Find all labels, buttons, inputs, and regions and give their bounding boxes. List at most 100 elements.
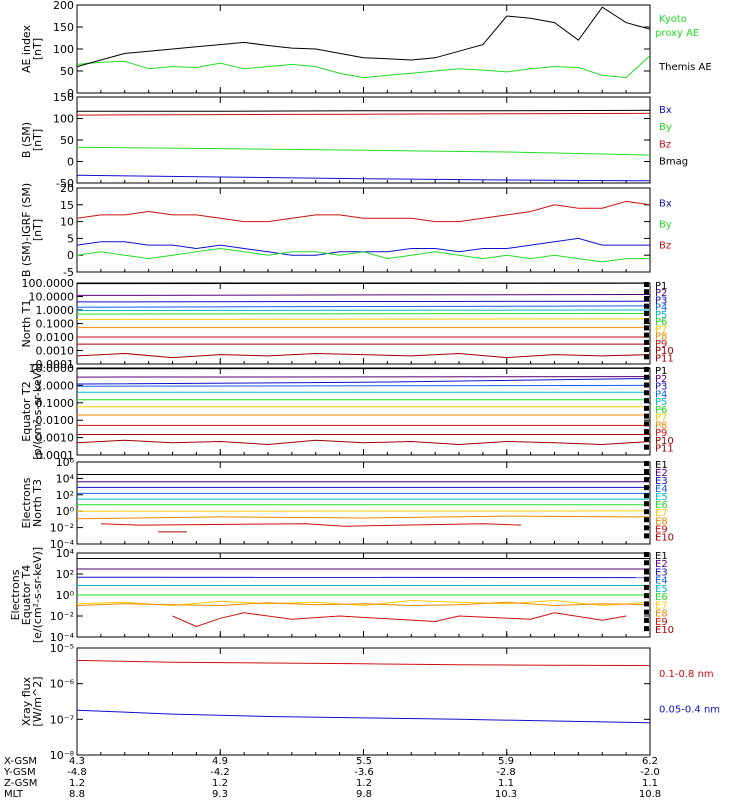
series-line-p3 xyxy=(76,378,651,385)
legend-entry: E3 xyxy=(655,476,668,487)
footer-value: 5.9 xyxy=(498,756,514,767)
legend-marker xyxy=(644,405,649,411)
legend-marker xyxy=(644,325,649,331)
legend-marker xyxy=(644,382,649,388)
legend-entry: E8 xyxy=(655,516,668,527)
footer-value: 4.9 xyxy=(212,756,228,767)
legend-entry: By xyxy=(659,220,672,231)
y-tick-label: 100 xyxy=(53,43,74,56)
legend-entry: E1 xyxy=(655,551,668,562)
legend-entry: P5 xyxy=(655,310,667,321)
series-line-themis-ae xyxy=(76,6,651,68)
y-tick-label: 50 xyxy=(60,65,74,78)
legend-entry: P3 xyxy=(655,295,667,306)
y-tick-label: 0.0001 xyxy=(36,358,75,371)
legend-entry: E9 xyxy=(655,617,668,628)
footer-value: 1.2 xyxy=(69,778,85,789)
series-line-p3 xyxy=(76,300,651,303)
y-axis-label: [W/m^2] xyxy=(31,676,44,726)
y-tick-label: 0.0100 xyxy=(36,414,75,427)
y-tick-label: 1.0000 xyxy=(36,379,75,392)
footer-value: 8.8 xyxy=(69,789,85,800)
y-tick-label: 150 xyxy=(53,21,74,34)
legend-marker xyxy=(644,560,649,566)
legend-entry: P4 xyxy=(655,389,667,400)
y-tick-label: 0 xyxy=(67,156,74,169)
legend-entry: P2 xyxy=(655,374,667,385)
legend-marker xyxy=(644,509,649,515)
legend-entry: E3 xyxy=(655,567,668,578)
y-tick-label: 0 xyxy=(67,87,74,100)
y-tick-label: 10.0000 xyxy=(29,362,75,375)
footer-value: -4.2 xyxy=(210,767,230,778)
legend-entry: P5 xyxy=(655,397,667,408)
footer-value: 1.2 xyxy=(356,778,372,789)
legend-entry: P10 xyxy=(655,436,674,447)
legend-entry: E8 xyxy=(655,609,668,620)
series-line-p4 xyxy=(76,305,651,308)
footer-value: 1.2 xyxy=(212,778,228,789)
legend-marker xyxy=(644,374,649,380)
y-tick-label: 0.0010 xyxy=(36,345,75,358)
legend-entry: E10 xyxy=(655,532,674,543)
y-axis-label: Equator T4 xyxy=(20,565,33,625)
legend-entry: E4 xyxy=(655,576,668,587)
legend-entry: P7 xyxy=(655,324,667,335)
y-axis-label: AE index xyxy=(20,24,33,73)
legend-entry: E7 xyxy=(655,508,668,519)
series-line-e8 xyxy=(76,515,651,520)
y-axis-label: North T3 xyxy=(31,479,44,527)
legend-entry: P1 xyxy=(655,366,667,377)
legend-entry: E7 xyxy=(655,600,668,611)
y-tick-label: 15 xyxy=(60,199,74,212)
series-line-by xyxy=(76,247,650,263)
legend-marker xyxy=(644,501,649,507)
series-line-e9 xyxy=(100,523,522,527)
y-tick-label: 10⁰ xyxy=(56,505,75,518)
legend-entry: P6 xyxy=(655,405,667,416)
panel-frame-3 xyxy=(76,187,651,273)
legend-entry: Bz xyxy=(659,241,671,252)
legend-entry: E6 xyxy=(655,500,668,511)
legend-marker xyxy=(644,469,649,475)
series-line-bx xyxy=(76,174,651,182)
footer-value: 10.8 xyxy=(639,789,661,800)
legend-marker xyxy=(644,568,649,574)
y-tick-label: 10² xyxy=(56,489,74,502)
footer-row-label: MLT xyxy=(4,789,24,800)
series-line-kyoto-proxy-ae xyxy=(76,55,651,79)
legend-marker xyxy=(644,609,649,615)
series-line-p4 xyxy=(76,384,651,387)
y-tick-label: 5 xyxy=(67,232,74,245)
y-axis-label: [nT] xyxy=(31,38,44,60)
y-axis-label: B (SM)-IGRF (SM) xyxy=(20,183,33,277)
legend-marker xyxy=(644,533,649,539)
legend-marker xyxy=(644,593,649,599)
y-tick-label: 10 xyxy=(60,216,74,229)
legend-entry: 0.1-0.8 nm xyxy=(659,669,714,680)
legend-entry: P11 xyxy=(655,444,674,455)
footer-value: 4.3 xyxy=(69,756,85,767)
series-line-bmag xyxy=(77,109,651,112)
y-axis-label: Electrons xyxy=(9,569,22,620)
legend-entry: P1 xyxy=(655,281,667,292)
series-line-bz xyxy=(76,112,651,116)
footer-value: -2.8 xyxy=(496,767,516,778)
footer-value: 5.5 xyxy=(356,756,372,767)
legend-marker xyxy=(644,626,649,632)
series-line-0-05-0-4-nm xyxy=(76,709,651,724)
legend-entry: Bmag xyxy=(659,157,688,168)
legend-marker xyxy=(644,477,649,483)
series-line-p5 xyxy=(76,309,651,312)
legend-marker xyxy=(644,282,649,287)
legend-entry: P4 xyxy=(655,303,667,314)
y-tick-label: 10⁻⁶ xyxy=(50,678,75,691)
y-tick-label: 150 xyxy=(53,91,74,104)
y-tick-label: 0.0001 xyxy=(36,449,75,462)
legend-entry: 0.05-0.4 nm xyxy=(659,705,720,716)
legend-marker xyxy=(644,318,649,324)
legend-entry: E5 xyxy=(655,492,668,503)
legend-marker xyxy=(644,339,649,345)
y-tick-label: 0 xyxy=(67,249,74,262)
